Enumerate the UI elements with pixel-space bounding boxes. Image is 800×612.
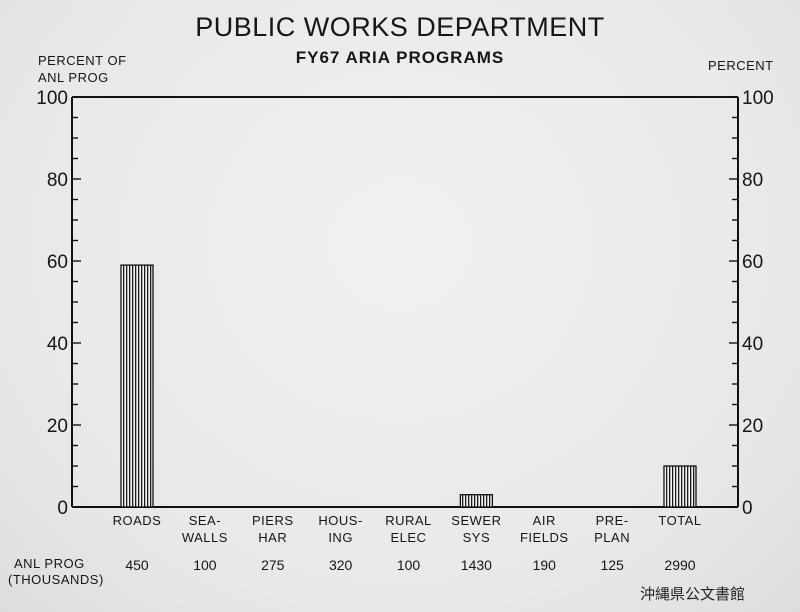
y-tick-label-right: 40 [742,334,763,355]
bar [459,494,494,508]
anl-prog-value: 125 [600,557,624,573]
anl-prog-value: 320 [329,557,353,573]
y-tick-label-right: 80 [742,170,763,191]
x-tick-label: ING [328,530,353,545]
x-tick-label: TOTAL [658,513,701,528]
anl-prog-value: 100 [193,557,217,573]
archive-stamp: 沖縄県公文書館 [640,585,746,603]
x-tick-label: HAR [258,530,287,545]
anl-prog-value: 450 [125,557,149,573]
x-tick-label: PIERS [252,513,294,528]
x-tick-label: SYS [463,530,491,545]
chart-title: PUBLIC WORKS DEPARTMENT [195,12,605,42]
x-tick-label: FIELDS [520,530,569,545]
y-tick-label-left: 0 [57,498,68,519]
y-tick-label-right: 0 [742,498,753,519]
x-tick-label: WALLS [182,530,228,545]
y-axis-label-right: PERCENT [708,58,774,73]
anl-prog-row-label: (THOUSANDS) [8,572,104,587]
bar [120,264,154,508]
anl-prog-value: 275 [261,557,285,573]
anl-prog-value: 1430 [461,557,492,573]
y-tick-label-right: 100 [742,88,774,109]
anl-prog-value: 190 [533,557,557,573]
y-tick-label-left: 100 [36,88,68,109]
anl-prog-value: 2990 [664,557,695,573]
y-tick-label-left: 20 [47,416,68,437]
x-tick-label: ROADS [113,513,162,528]
x-tick-label: HOUS- [318,513,362,528]
y-tick-label-left: 40 [47,334,68,355]
x-tick-label: SEWER [451,513,501,528]
y-tick-label-left: 60 [47,252,68,273]
x-tick-label: AIR [533,513,556,528]
x-tick-label: SEA- [189,513,221,528]
anl-prog-row-label: ANL PROG [14,556,85,571]
bar [663,465,697,508]
x-tick-label: RURAL [385,513,432,528]
chart-subtitle: FY67 ARIA PROGRAMS [295,48,505,67]
y-axis-label-left: PERCENT OF ANL PROG [38,53,127,85]
x-tick-label: ELEC [391,530,427,545]
y-tick-label-right: 60 [742,252,763,273]
x-tick-label: PRE- [596,513,629,528]
x-tick-label: PLAN [594,530,630,545]
y-tick-label-left: 80 [47,170,68,191]
y-tick-label-right: 20 [742,416,763,437]
anl-prog-value: 100 [397,557,421,573]
